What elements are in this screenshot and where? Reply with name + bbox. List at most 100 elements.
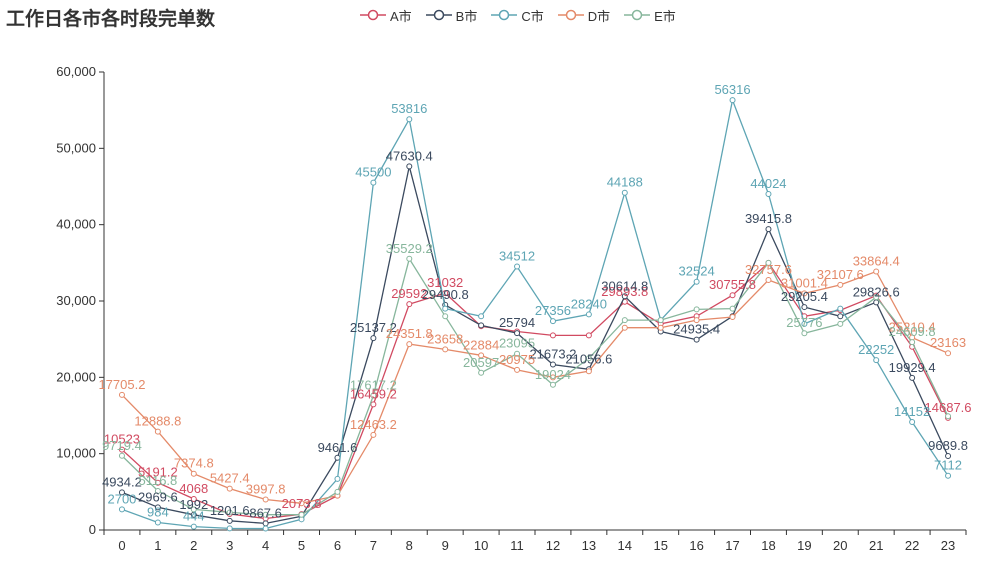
data-point [118, 506, 125, 513]
data-label: 17617.2 [350, 378, 397, 393]
data-label: 21056.6 [565, 351, 612, 366]
data-point [585, 355, 592, 362]
series-2 [118, 163, 952, 527]
data-point [190, 523, 197, 530]
series-line [121, 166, 949, 525]
data-label: 31032 [427, 275, 463, 290]
data-point [729, 305, 736, 312]
data-point [837, 305, 844, 312]
data-label: 44188 [607, 175, 643, 190]
data-label: 14687.6 [925, 400, 972, 415]
data-point [585, 311, 592, 318]
data-point [873, 299, 880, 306]
data-point [478, 322, 485, 329]
legend-item-d[interactable]: D市 [557, 6, 610, 25]
data-label: 29205.4 [781, 289, 828, 304]
legend-item-c[interactable]: C市 [491, 6, 544, 25]
data-point [442, 346, 449, 353]
data-point [118, 489, 125, 496]
data-point [765, 226, 772, 233]
x-tick-label: 8 [406, 538, 413, 553]
x-tick-label: 17 [725, 538, 739, 553]
data-label: 9461.6 [318, 440, 358, 455]
data-label: 10523 [104, 432, 140, 447]
data-point [549, 374, 556, 381]
y-tick-label: 10,000 [56, 446, 96, 461]
data-point [154, 479, 161, 486]
data-point [406, 163, 413, 170]
data-label: 32757.6 [745, 262, 792, 277]
data-point [334, 475, 341, 482]
data-label: 7112 [934, 458, 962, 473]
legend-item-e[interactable]: E市 [624, 6, 676, 25]
data-point [657, 324, 664, 331]
data-point [514, 366, 521, 373]
data-point [262, 520, 269, 527]
data-point [154, 487, 161, 494]
data-label: 7374.8 [174, 456, 214, 471]
data-point [514, 263, 521, 270]
x-tick-label: 14 [618, 538, 632, 553]
data-label: 24609.8 [889, 324, 936, 339]
data-point [226, 525, 233, 532]
data-label: 23163 [930, 335, 966, 350]
y-tick-label: 60,000 [56, 64, 96, 79]
series-line [121, 97, 949, 530]
data-label: 2073.8 [282, 496, 322, 511]
x-tick-label: 5 [298, 538, 305, 553]
data-point [693, 317, 700, 324]
data-label: 20597 [463, 355, 499, 370]
data-label: 1992 [179, 497, 208, 512]
data-point [118, 446, 125, 453]
data-label: 3997.8 [246, 481, 286, 496]
data-label: 19929.4 [889, 360, 936, 375]
data-label: 22884 [463, 337, 499, 352]
data-point [406, 341, 413, 348]
data-label: 30614.8 [601, 278, 648, 293]
data-point [514, 350, 521, 357]
data-label: 29490.8 [422, 287, 469, 302]
data-point [945, 472, 952, 479]
y-tick-label: 0 [89, 522, 96, 537]
data-label: 17705.2 [98, 377, 145, 392]
data-label: 9719.4 [102, 438, 142, 453]
y-tick-label: 30,000 [56, 293, 96, 308]
data-point [370, 392, 377, 399]
data-label: 2969.6 [138, 489, 178, 504]
data-label: 27356 [535, 303, 571, 318]
data-label: 20975 [499, 352, 535, 367]
data-point [442, 305, 449, 312]
data-point [549, 318, 556, 325]
data-label: 30755.8 [709, 277, 756, 292]
data-point [262, 511, 269, 518]
data-label: 5116.8 [138, 473, 177, 488]
data-point [226, 517, 233, 524]
x-tick-label: 9 [442, 538, 449, 553]
data-point [442, 313, 449, 320]
data-point [334, 488, 341, 495]
data-point [729, 314, 736, 321]
data-point [909, 418, 916, 425]
series-1-labels: 105235191.240682073.816459.2295923103229… [104, 275, 972, 511]
data-point [406, 255, 413, 262]
data-point [837, 313, 844, 320]
data-point [765, 190, 772, 197]
series-line [121, 270, 949, 504]
x-tick-label: 19 [797, 538, 811, 553]
data-label: 19024 [535, 367, 571, 382]
data-point [154, 519, 161, 526]
x-tick-label: 6 [334, 538, 341, 553]
data-point [801, 320, 808, 327]
data-point [801, 330, 808, 337]
data-label: 35529.2 [386, 241, 433, 256]
legend-label: C市 [521, 8, 544, 24]
data-label: 9689.8 [928, 438, 968, 453]
legend-item-a[interactable]: A市 [360, 6, 412, 25]
data-point [873, 294, 880, 301]
chart-title: 工作日各市各时段完单数 [6, 8, 216, 30]
legend-item-b[interactable]: B市 [425, 6, 477, 25]
legend-label: E市 [654, 8, 676, 24]
data-point [190, 495, 197, 502]
